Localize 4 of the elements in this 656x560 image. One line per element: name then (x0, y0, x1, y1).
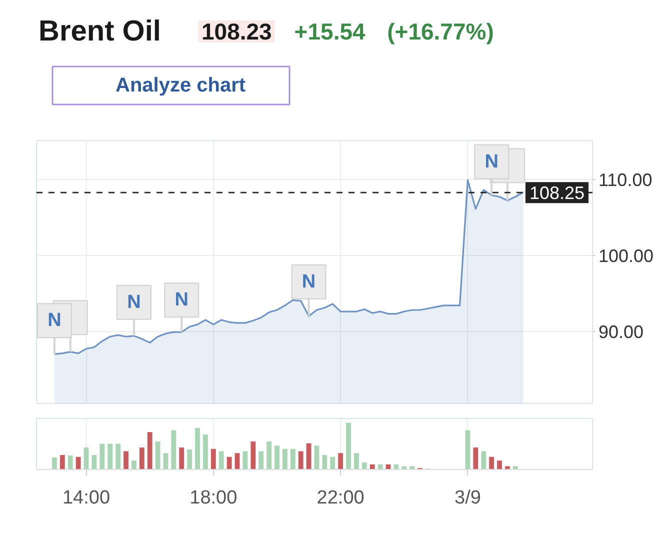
x-tick-label: 3/9 (454, 488, 481, 508)
x-tick-label: 14:00 (62, 488, 110, 508)
x-tick-label: 18:00 (190, 488, 238, 508)
x-tick-label: 22:00 (316, 488, 364, 508)
